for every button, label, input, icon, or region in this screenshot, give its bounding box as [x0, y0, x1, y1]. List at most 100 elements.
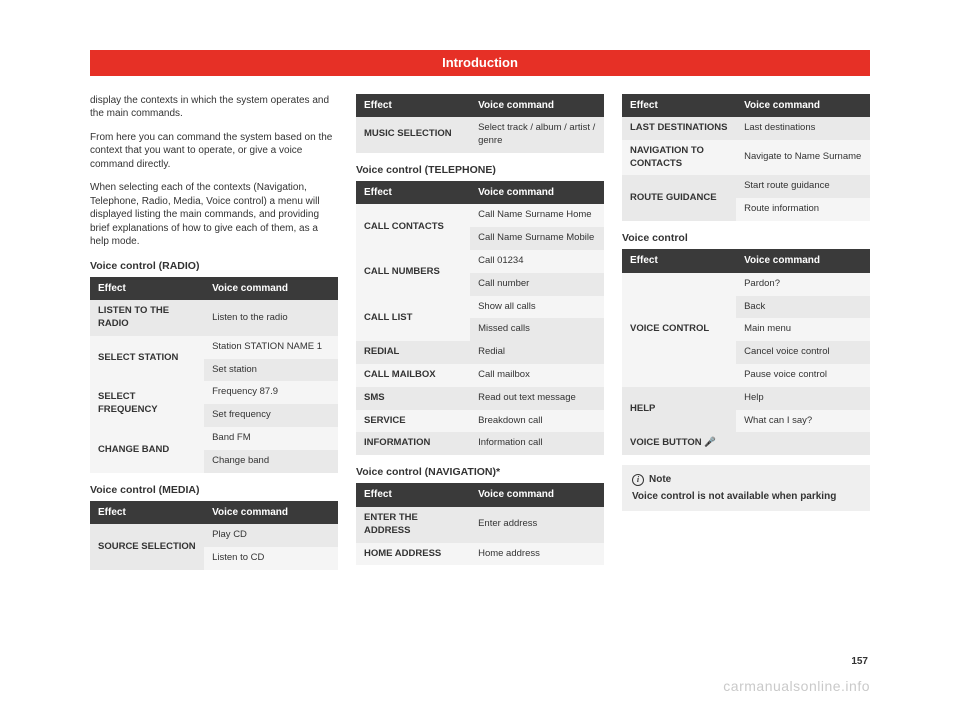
voice-control-table: Effect Voice command VOICE CONTROLPardon…: [622, 249, 870, 455]
table-header-row: Effect Voice command: [90, 277, 338, 301]
note-label: Note: [649, 473, 671, 487]
table-row: NAVIGATION TO CONTACTSNavigate to Name S…: [622, 140, 870, 176]
content-columns: display the contexts in which the system…: [90, 94, 870, 578]
th-voice: Voice command: [470, 94, 604, 118]
th-voice: Voice command: [736, 249, 870, 273]
voice-cell: Listen to CD: [204, 547, 338, 570]
effect-cell: ENTER THE ADDRESS: [356, 507, 470, 543]
table-row: ROUTE GUIDANCEStart route guidance: [622, 175, 870, 198]
effect-cell: CALL NUMBERS: [356, 250, 470, 296]
voice-cell: Main menu: [736, 318, 870, 341]
voice-cell: Set station: [204, 359, 338, 382]
table-header-row: Effect Voice command: [356, 94, 604, 118]
voice-cell: Help: [736, 387, 870, 410]
effect-cell: VOICE BUTTON 🎤: [622, 432, 736, 455]
table-row: SMSRead out text message: [356, 387, 604, 410]
effect-cell: HELP: [622, 387, 736, 433]
effect-cell: SERVICE: [356, 410, 470, 433]
column-1: display the contexts in which the system…: [90, 94, 338, 578]
table-row: CALL NUMBERSCall 01234: [356, 250, 604, 273]
voice-cell: Select track / album / artist / genre: [470, 117, 604, 153]
th-effect: Effect: [622, 249, 736, 273]
table-row: SERVICEBreakdown call: [356, 410, 604, 433]
table-row: LISTEN TO THE RADIOListen to the radio: [90, 300, 338, 336]
voice-cell: Call number: [470, 273, 604, 296]
page-number: 157: [851, 655, 868, 669]
voice-cell: Missed calls: [470, 318, 604, 341]
table-row: SELECT STATIONStation STATION NAME 1: [90, 336, 338, 359]
media-title: Voice control (MEDIA): [90, 483, 338, 497]
voice-cell: Frequency 87.9: [204, 381, 338, 404]
voice-cell: Show all calls: [470, 296, 604, 319]
effect-cell: CALL LIST: [356, 296, 470, 342]
voice-cell: Breakdown call: [470, 410, 604, 433]
note-body: Voice control is not available when park…: [632, 490, 860, 504]
table-row: MUSIC SELECTIONSelect track / album / ar…: [356, 117, 604, 153]
voice-cell: Play CD: [204, 524, 338, 547]
watermark: carmanualsonline.info: [723, 677, 870, 696]
effect-cell: SELECT FREQUENCY: [90, 381, 204, 427]
voice-cell: Station STATION NAME 1: [204, 336, 338, 359]
table-row: VOICE CONTROLPardon?: [622, 273, 870, 296]
effect-cell: CHANGE BAND: [90, 427, 204, 473]
intro-para-2: From here you can command the system bas…: [90, 131, 338, 172]
voice-cell: Pause voice control: [736, 364, 870, 387]
table-row: CALL MAILBOXCall mailbox: [356, 364, 604, 387]
effect-cell: MUSIC SELECTION: [356, 117, 470, 153]
effect-cell: NAVIGATION TO CONTACTS: [622, 140, 736, 176]
effect-cell: LAST DESTINATIONS: [622, 117, 736, 140]
th-voice: Voice command: [736, 94, 870, 118]
voice-cell: Navigate to Name Surname: [736, 140, 870, 176]
voice-cell: Pardon?: [736, 273, 870, 296]
column-2: Effect Voice command MUSIC SELECTIONSele…: [356, 94, 604, 578]
th-effect: Effect: [90, 277, 204, 301]
effect-cell: SOURCE SELECTION: [90, 524, 204, 570]
voice-cell: Call Name Surname Home: [470, 204, 604, 227]
th-voice: Voice command: [204, 277, 338, 301]
voice-cell: Cancel voice control: [736, 341, 870, 364]
table-row: HOME ADDRESSHome address: [356, 543, 604, 566]
effect-cell: HOME ADDRESS: [356, 543, 470, 566]
radio-title: Voice control (RADIO): [90, 259, 338, 273]
navigation-table-a: Effect Voice command ENTER THE ADDRESSEn…: [356, 483, 604, 565]
navigation-table-b: Effect Voice command LAST DESTINATIONSLa…: [622, 94, 870, 222]
table-row: ENTER THE ADDRESSEnter address: [356, 507, 604, 543]
voice-cell: Last destinations: [736, 117, 870, 140]
voice-cell: [736, 432, 870, 455]
th-effect: Effect: [356, 181, 470, 205]
voice-cell: What can I say?: [736, 410, 870, 433]
voice-cell: Back: [736, 296, 870, 319]
table-header-row: Effect Voice command: [622, 249, 870, 273]
voice-cell: Enter address: [470, 507, 604, 543]
media-table-a: Effect Voice command SOURCE SELECTIONPla…: [90, 501, 338, 570]
effect-cell: SELECT STATION: [90, 336, 204, 382]
effect-cell: VOICE CONTROL: [622, 273, 736, 387]
voice-cell: Call mailbox: [470, 364, 604, 387]
voice-cell: Call Name Surname Mobile: [470, 227, 604, 250]
voice-cell: Band FM: [204, 427, 338, 450]
info-icon: i: [632, 474, 644, 486]
effect-cell: SMS: [356, 387, 470, 410]
column-3: Effect Voice command LAST DESTINATIONSLa…: [622, 94, 870, 578]
table-row: VOICE BUTTON 🎤: [622, 432, 870, 455]
voice-cell: Information call: [470, 432, 604, 455]
table-header-row: Effect Voice command: [90, 501, 338, 525]
telephone-title: Voice control (TELEPHONE): [356, 163, 604, 177]
th-voice: Voice command: [204, 501, 338, 525]
table-header-row: Effect Voice command: [356, 181, 604, 205]
effect-cell: ROUTE GUIDANCE: [622, 175, 736, 221]
note-title: i Note: [632, 473, 860, 487]
effect-cell: CALL CONTACTS: [356, 204, 470, 250]
th-effect: Effect: [622, 94, 736, 118]
voice-cell: Read out text message: [470, 387, 604, 410]
table-row: LAST DESTINATIONSLast destinations: [622, 117, 870, 140]
th-effect: Effect: [90, 501, 204, 525]
navigation-title: Voice control (NAVIGATION)*: [356, 465, 604, 479]
telephone-table: Effect Voice command CALL CONTACTSCall N…: [356, 181, 604, 455]
note-box: i Note Voice control is not available wh…: [622, 465, 870, 511]
table-row: CALL CONTACTSCall Name Surname Home: [356, 204, 604, 227]
voice-cell: Call 01234: [470, 250, 604, 273]
table-row: CHANGE BANDBand FM: [90, 427, 338, 450]
intro-para-3: When selecting each of the contexts (Nav…: [90, 181, 338, 249]
voice-control-title: Voice control: [622, 231, 870, 245]
